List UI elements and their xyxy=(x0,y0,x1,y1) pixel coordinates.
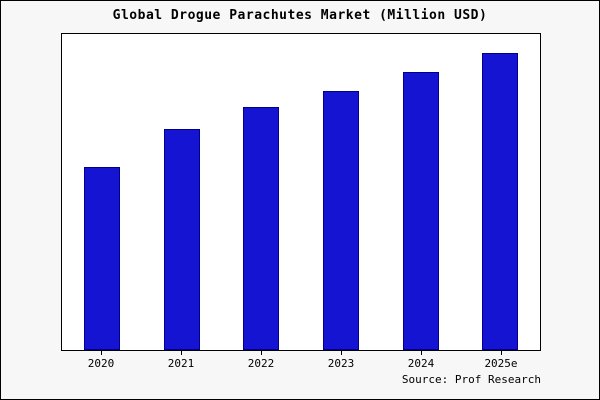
bars-container xyxy=(62,34,540,350)
x-tick-label-2020: 2020 xyxy=(87,357,115,370)
x-tick-mark xyxy=(261,351,262,355)
bar-slot xyxy=(62,34,142,350)
bar-2025e xyxy=(482,52,519,350)
x-tick-label-2021: 2021 xyxy=(167,357,195,370)
bar-slot xyxy=(301,34,381,350)
chart-title: Global Drogue Parachutes Market (Million… xyxy=(112,8,488,23)
bar-slot xyxy=(381,34,461,350)
x-tick-label-2024: 2024 xyxy=(407,357,435,370)
x-tick-label-2023: 2023 xyxy=(327,357,355,370)
x-tick-mark xyxy=(181,351,182,355)
x-tick-mark xyxy=(341,351,342,355)
bar-2022 xyxy=(243,106,280,350)
x-axis-tick-labels: 2020 2021 2022 2023 2024 2025e xyxy=(61,357,541,370)
bar-2024 xyxy=(402,71,439,350)
x-tick-mark xyxy=(501,351,502,355)
bar-2021 xyxy=(163,128,200,350)
x-tick-label-2025e: 2025e xyxy=(484,357,518,370)
x-tick-mark xyxy=(421,351,422,355)
bar-slot xyxy=(460,34,540,350)
bar-slot xyxy=(142,34,222,350)
bar-2020 xyxy=(83,166,120,350)
x-tick-label-2022: 2022 xyxy=(247,357,275,370)
source-note: Source: Prof Research xyxy=(401,373,541,386)
x-tick-mark xyxy=(101,351,102,355)
bar-2023 xyxy=(322,90,359,350)
plot-area xyxy=(61,33,541,351)
bar-slot xyxy=(221,34,301,350)
